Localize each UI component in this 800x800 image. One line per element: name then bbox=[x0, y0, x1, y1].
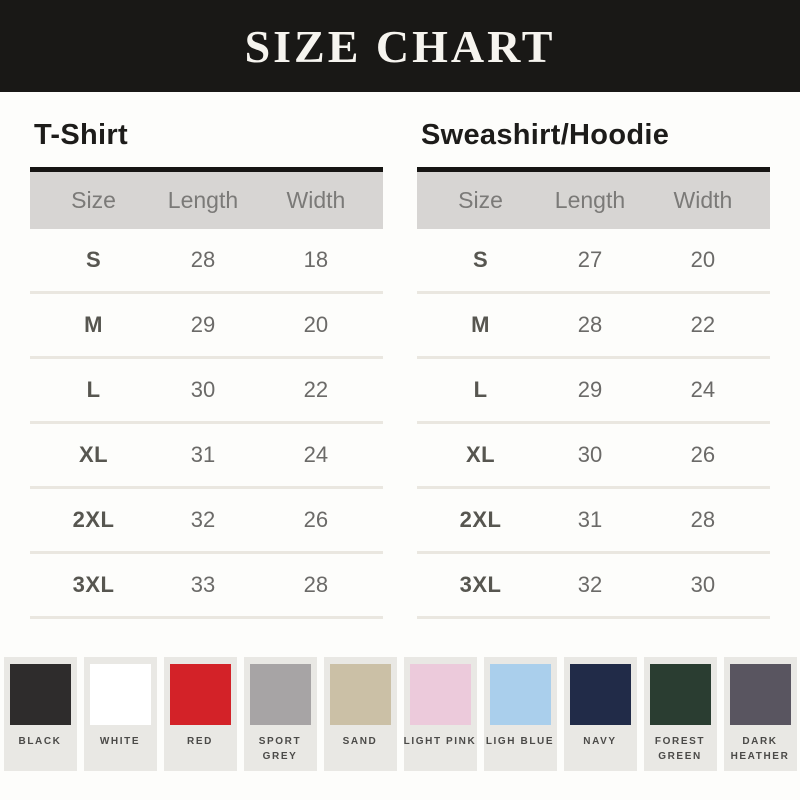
measurement-value: 31 bbox=[190, 442, 216, 467]
column-header-width: Width bbox=[673, 187, 733, 213]
sweatshirt-size-table: Sweashirt/Hoodie Size Length Width S 27 20 M 2… bbox=[417, 92, 770, 619]
column-header-size: Size bbox=[71, 187, 116, 213]
measurement-value: 30 bbox=[690, 572, 716, 597]
size-label: M bbox=[471, 312, 490, 337]
size-label: 2XL bbox=[459, 507, 502, 532]
measurement-value: 22 bbox=[303, 377, 329, 402]
color-square bbox=[649, 664, 711, 725]
tshirt-size-table: T-Shirt Size Length Width S 28 18 M 29 20 L 30 22 X… bbox=[30, 92, 383, 619]
table-title-tshirt: T-Shirt bbox=[34, 119, 128, 151]
tshirt-table: Size Length Width S 28 18 M 29 20 L 30 22 XL 31 24 2XL… bbox=[30, 167, 383, 619]
color-label: SPORT GREY bbox=[258, 736, 302, 762]
size-label: S bbox=[85, 247, 102, 272]
color-square bbox=[569, 664, 631, 725]
measurement-value: 18 bbox=[303, 247, 329, 272]
size-label: 3XL bbox=[72, 572, 115, 597]
measurement-value: 28 bbox=[577, 312, 603, 337]
color-swatch-navy: NAVY bbox=[563, 657, 637, 771]
measurement-value: 30 bbox=[577, 442, 603, 467]
table-row: L 29 24 bbox=[417, 359, 770, 424]
size-label: XL bbox=[465, 442, 496, 467]
table-row: XL 30 26 bbox=[417, 424, 770, 489]
column-header-length: Length bbox=[554, 187, 626, 213]
measurement-value: 28 bbox=[303, 572, 329, 597]
color-swatch-black: BLACK bbox=[3, 657, 77, 771]
color-square bbox=[9, 664, 71, 725]
color-swatch-forest-green: FOREST GREEN bbox=[643, 657, 717, 771]
measurement-value: 26 bbox=[303, 507, 329, 532]
color-label: RED bbox=[187, 736, 213, 747]
measurement-value: 26 bbox=[690, 442, 716, 467]
measurement-value: 24 bbox=[303, 442, 329, 467]
sweatshirt-table: Size Length Width S 27 20 M 28 22 L 29 24 XL 30 26 2XL… bbox=[417, 167, 770, 619]
table-row: 3XL 33 28 bbox=[30, 554, 383, 619]
table-row: S 27 20 bbox=[417, 229, 770, 294]
size-label: 2XL bbox=[72, 507, 115, 532]
table-body: S 27 20 M 28 22 L 29 24 XL 30 26 2XL 31 28 3XL 32 30 bbox=[417, 229, 770, 619]
measurement-value: 20 bbox=[303, 312, 329, 337]
color-square bbox=[489, 664, 551, 725]
color-swatch-ligh-blue: LIGH BLUE bbox=[483, 657, 557, 771]
color-swatch-white: WHITE bbox=[83, 657, 157, 771]
table-row: S 28 18 bbox=[30, 229, 383, 294]
page-title: SIZE CHART bbox=[244, 20, 556, 72]
color-label: LIGH BLUE bbox=[485, 736, 555, 747]
measurement-value: 20 bbox=[690, 247, 716, 272]
size-label: L bbox=[473, 377, 488, 402]
column-header-width: Width bbox=[286, 187, 346, 213]
column-header-length: Length bbox=[167, 187, 239, 213]
measurement-value: 32 bbox=[577, 572, 603, 597]
color-label: DARK HEATHER bbox=[730, 736, 790, 762]
table-header-row: Size Length Width bbox=[417, 172, 770, 229]
color-label: LIGHT PINK bbox=[403, 736, 477, 747]
measurement-value: 29 bbox=[577, 377, 603, 402]
table-row: XL 31 24 bbox=[30, 424, 383, 489]
table-row: 3XL 32 30 bbox=[417, 554, 770, 619]
color-label: WHITE bbox=[99, 736, 141, 747]
table-body: S 28 18 M 29 20 L 30 22 XL 31 24 2XL 32 26 3XL 33 28 bbox=[30, 229, 383, 619]
size-label: 3XL bbox=[459, 572, 502, 597]
measurement-value: 22 bbox=[690, 312, 716, 337]
color-square bbox=[249, 664, 311, 725]
size-label: M bbox=[84, 312, 103, 337]
measurement-value: 28 bbox=[690, 507, 716, 532]
color-square bbox=[409, 664, 471, 725]
color-square bbox=[329, 664, 391, 725]
color-swatch-light-pink: LIGHT PINK bbox=[403, 657, 477, 771]
color-label: FOREST GREEN bbox=[654, 736, 706, 762]
table-row: 2XL 32 26 bbox=[30, 489, 383, 554]
color-swatch-sand: SAND bbox=[323, 657, 397, 771]
color-label: NAVY bbox=[583, 736, 617, 747]
table-row: M 29 20 bbox=[30, 294, 383, 359]
measurement-value: 24 bbox=[690, 377, 716, 402]
color-swatch-strip: BLACK WHITE RED SPORT GREY SAND LIGHT PINK LIG… bbox=[0, 657, 800, 771]
measurement-value: 30 bbox=[190, 377, 216, 402]
header-banner: SIZE CHART bbox=[0, 0, 800, 92]
color-swatch-sport-grey: SPORT GREY bbox=[243, 657, 317, 771]
measurement-value: 28 bbox=[190, 247, 216, 272]
measurement-value: 33 bbox=[190, 572, 216, 597]
table-row: L 30 22 bbox=[30, 359, 383, 424]
size-tables-section: T-Shirt Size Length Width S 28 18 M 29 20 L 30 22 X… bbox=[0, 92, 800, 619]
table-header-row: Size Length Width bbox=[30, 172, 383, 229]
table-row: M 28 22 bbox=[417, 294, 770, 359]
table-title-sweatshirt: Sweashirt/Hoodie bbox=[421, 119, 670, 151]
color-label: SAND bbox=[342, 736, 378, 747]
measurement-value: 27 bbox=[577, 247, 603, 272]
size-label: XL bbox=[78, 442, 109, 467]
size-label: S bbox=[472, 247, 489, 272]
color-swatch-red: RED bbox=[163, 657, 237, 771]
column-header-size: Size bbox=[458, 187, 503, 213]
size-label: L bbox=[86, 377, 101, 402]
measurement-value: 31 bbox=[577, 507, 603, 532]
color-square bbox=[89, 664, 151, 725]
color-square bbox=[729, 664, 791, 725]
measurement-value: 29 bbox=[190, 312, 216, 337]
table-row: 2XL 31 28 bbox=[417, 489, 770, 554]
color-label: BLACK bbox=[18, 736, 62, 747]
color-square bbox=[169, 664, 231, 725]
color-swatch-dark-heather: DARK HEATHER bbox=[723, 657, 797, 771]
measurement-value: 32 bbox=[190, 507, 216, 532]
